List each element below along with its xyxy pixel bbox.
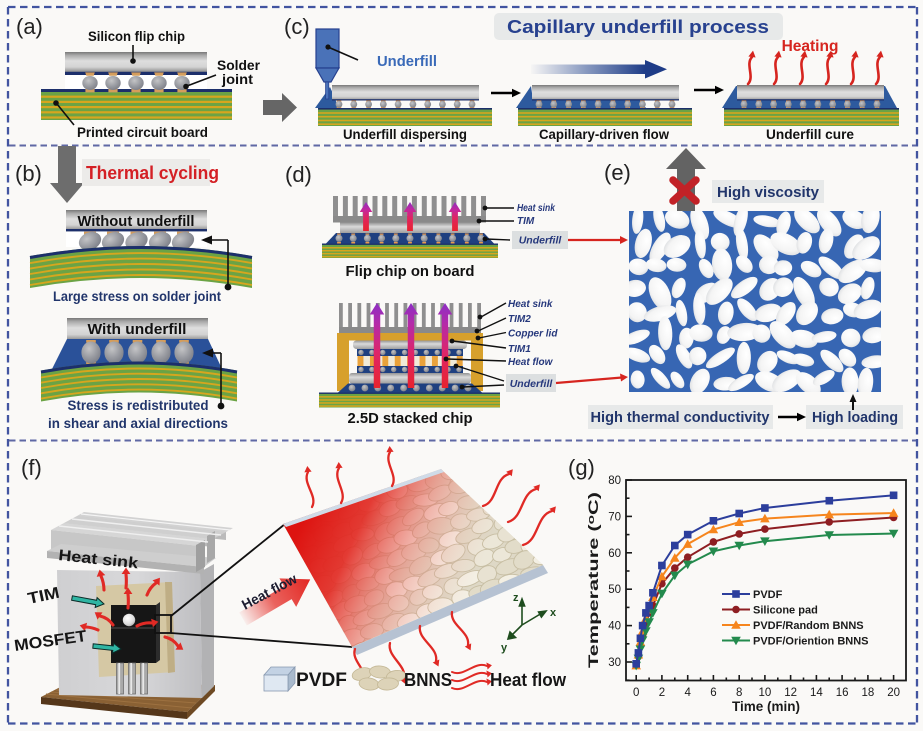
svg-text:Heat sink: Heat sink [508, 299, 553, 310]
svg-text:10: 10 [759, 687, 772, 699]
svg-text:70: 70 [608, 511, 621, 523]
svg-text:Flip chip on board: Flip chip on board [346, 264, 475, 280]
svg-text:joint: joint [221, 72, 254, 87]
svg-text:2: 2 [659, 687, 665, 699]
svg-text:(f): (f) [21, 455, 42, 480]
svg-text:BNNS: BNNS [404, 669, 452, 690]
svg-text:Heating: Heating [782, 38, 839, 55]
svg-text:Large stress on solder joint: Large stress on solder joint [53, 289, 221, 304]
svg-text:Temperature (oC): Temperature (oC) [586, 492, 601, 668]
svg-text:4: 4 [684, 687, 691, 699]
svg-text:80: 80 [608, 475, 621, 487]
svg-text:(g): (g) [568, 455, 595, 480]
svg-text:Heat flow: Heat flow [490, 669, 567, 690]
svg-text:18: 18 [861, 687, 874, 699]
svg-text:20: 20 [887, 687, 900, 699]
svg-text:(d): (d) [285, 162, 312, 187]
svg-text:8: 8 [736, 687, 742, 699]
svg-text:(b): (b) [15, 161, 42, 186]
svg-text:PVDF: PVDF [296, 670, 347, 691]
svg-text:in shear and axial directions: in shear and axial directions [48, 416, 228, 431]
svg-text:PVDF/Oriention BNNS: PVDF/Oriention BNNS [753, 636, 869, 648]
svg-text:Underfill: Underfill [510, 378, 554, 390]
svg-text:0: 0 [633, 687, 639, 699]
svg-text:Underfill: Underfill [377, 54, 437, 70]
svg-text:Heat sink: Heat sink [517, 203, 555, 214]
svg-text:TIM1: TIM1 [508, 344, 531, 355]
svg-text:High loading: High loading [812, 410, 898, 426]
svg-text:Stress is redistributed: Stress is redistributed [68, 398, 209, 413]
svg-text:High viscosity: High viscosity [717, 185, 819, 201]
svg-text:TIM: TIM [517, 216, 535, 227]
svg-text:60: 60 [608, 548, 621, 560]
svg-text:6: 6 [710, 687, 716, 699]
svg-text:(c): (c) [284, 14, 310, 39]
svg-text:Copper lid: Copper lid [508, 329, 558, 340]
svg-text:Time (min): Time (min) [732, 698, 800, 714]
svg-text:50: 50 [608, 584, 621, 596]
svg-text:Solder: Solder [217, 58, 261, 73]
svg-text:High thermal conductivity: High thermal conductivity [591, 410, 770, 426]
svg-text:Capillary underfill process: Capillary underfill process [507, 16, 769, 37]
svg-text:Underfill cure: Underfill cure [766, 126, 854, 142]
svg-text:12: 12 [784, 687, 797, 699]
svg-text:PVDF/Random BNNS: PVDF/Random BNNS [753, 620, 864, 632]
svg-text:Silicone pad: Silicone pad [753, 605, 818, 617]
svg-text:With underfill: With underfill [88, 322, 187, 338]
svg-text:Without underfill: Without underfill [78, 214, 195, 230]
svg-text:Thermal cycling: Thermal cycling [86, 163, 219, 183]
svg-text:Underfill dispersing: Underfill dispersing [343, 126, 467, 142]
svg-text:40: 40 [608, 621, 621, 633]
svg-text:x: x [550, 607, 557, 619]
svg-text:Heat flow: Heat flow [508, 357, 554, 368]
svg-text:(e): (e) [604, 160, 631, 185]
svg-text:y: y [501, 642, 508, 654]
svg-text:TIM: TIM [26, 585, 61, 608]
svg-text:Capillary-driven flow: Capillary-driven flow [539, 126, 669, 142]
svg-text:Printed circuit board: Printed circuit board [77, 125, 208, 140]
svg-text:14: 14 [810, 687, 823, 699]
svg-text:30: 30 [608, 657, 621, 669]
svg-text:(a): (a) [16, 14, 43, 39]
svg-text:16: 16 [836, 687, 849, 699]
svg-text:Underfill: Underfill [519, 235, 563, 247]
svg-text:Silicon flip chip: Silicon flip chip [88, 29, 185, 44]
svg-text:PVDF: PVDF [753, 589, 783, 601]
svg-text:2.5D stacked chip: 2.5D stacked chip [348, 411, 473, 427]
svg-text:z: z [513, 592, 519, 604]
svg-text:TIM2: TIM2 [508, 314, 531, 325]
